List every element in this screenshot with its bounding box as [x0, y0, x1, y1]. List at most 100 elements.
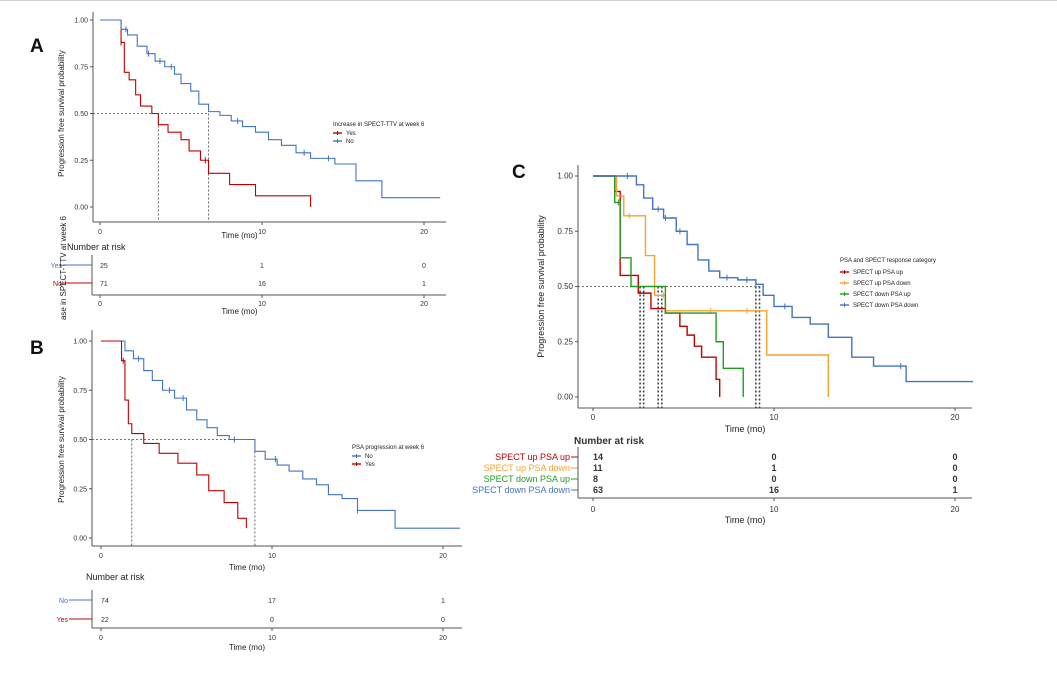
risk-count: 0	[771, 452, 776, 462]
x-tick-label: 10	[770, 413, 779, 422]
y-tick-label: 0.25	[74, 158, 88, 165]
y-axis-title: Progression free survival probability	[57, 376, 66, 503]
legend-label: SPECT up PSA up	[853, 270, 904, 276]
legend-title: PSA progression at week 6	[352, 445, 425, 451]
panel-letter: A	[30, 36, 44, 57]
x-tick-label: 10	[258, 229, 266, 236]
risk-count: 63	[593, 485, 603, 495]
legend-title: PSA and SPECT response category	[840, 258, 936, 264]
risk-row-label: SPECT up PSA up	[495, 452, 570, 462]
risk-count: 74	[101, 598, 109, 605]
risk-count: 0	[771, 474, 776, 484]
y-tick-label: 0.00	[557, 393, 573, 402]
risk-count: 0	[952, 452, 957, 462]
panel-letter: B	[30, 338, 44, 359]
risk-count: 1	[441, 598, 445, 605]
legend-label: Yes	[346, 131, 356, 137]
x-tick-label: 20	[439, 553, 447, 560]
y-tick-label: 1.00	[557, 172, 573, 181]
risk-count: 16	[769, 485, 779, 495]
y-tick-label: 1.00	[73, 339, 87, 346]
x-tick-label: 20	[951, 413, 960, 422]
risk-count: 14	[593, 452, 603, 462]
risk-x-tick-label: 0	[98, 301, 102, 308]
y-tick-label: 1.00	[74, 18, 88, 25]
y-axis-title: Progression free survival probability	[57, 50, 66, 177]
risk-row-label: SPECT down PSA down	[472, 485, 570, 495]
km-curve-yes	[100, 19, 312, 207]
legend-label: No	[346, 139, 354, 145]
risk-count: 0	[270, 617, 274, 624]
risk-count: 1	[260, 263, 264, 270]
km-curve-no	[100, 19, 441, 199]
risk-x-tick-label: 0	[99, 635, 103, 642]
legend-label: SPECT down PSA up	[853, 292, 911, 298]
km-curve-yes	[101, 340, 247, 529]
risk-count: 0	[422, 263, 426, 270]
x-tick-label: 0	[98, 229, 102, 236]
risk-count: 1	[771, 463, 776, 473]
risk-row-label: No	[59, 598, 68, 605]
risk-count: 25	[100, 263, 108, 270]
risk-x-axis-title: Time (mo)	[221, 307, 257, 316]
x-axis-title: Time (mo)	[725, 424, 766, 434]
legend-label: SPECT up PSA down	[853, 281, 911, 287]
km-curve-spect-down-psa-up	[593, 175, 744, 397]
legend-title: Increase in SPECT-TTV at week 6	[333, 122, 425, 128]
y-tick-label: 0.50	[557, 282, 573, 291]
y-axis-title: Progression free survival probability	[536, 215, 546, 358]
x-tick-label: 20	[420, 229, 428, 236]
x-tick-label: 0	[99, 553, 103, 560]
risk-table-title: Number at risk	[86, 572, 145, 582]
risk-count: 22	[101, 617, 109, 624]
y-tick-label: 0.25	[73, 486, 87, 493]
x-tick-label: 10	[268, 553, 276, 560]
risk-count: 0	[952, 474, 957, 484]
risk-row-label: Yes	[51, 263, 63, 270]
risk-row-axis-title: ase in SPECT-TTV at week 6	[59, 215, 68, 320]
risk-count: 16	[258, 281, 266, 288]
risk-count: 1	[952, 485, 957, 495]
risk-row-label: Yes	[57, 617, 69, 624]
km-curve-no	[101, 340, 461, 529]
legend-label: Yes	[365, 462, 375, 468]
y-tick-label: 0.00	[74, 205, 88, 212]
risk-row-label: SPECT down PSA up	[484, 474, 570, 484]
risk-x-tick-label: 0	[591, 505, 596, 514]
y-tick-label: 0.75	[73, 388, 87, 395]
risk-x-tick-label: 10	[258, 301, 266, 308]
risk-x-tick-label: 10	[770, 505, 779, 514]
top-border	[0, 0, 1057, 1]
km-curve-spect-up-psa-down	[593, 175, 829, 397]
x-axis-title: Time (mo)	[221, 231, 257, 240]
risk-count: 1	[422, 281, 426, 288]
risk-table-title: Number at risk	[67, 242, 126, 252]
risk-table-title: Number at risk	[574, 436, 644, 447]
y-tick-label: 0.75	[74, 64, 88, 71]
y-tick-label: 0.25	[557, 337, 573, 346]
panel-letter: C	[512, 162, 526, 183]
legend-label: SPECT down PSA down	[853, 303, 918, 309]
risk-x-axis-title: Time (mo)	[725, 515, 766, 525]
y-tick-label: 0.50	[74, 111, 88, 118]
legend-label: No	[365, 454, 373, 460]
risk-x-tick-label: 20	[420, 301, 428, 308]
risk-count: 17	[268, 598, 276, 605]
risk-count: 71	[100, 281, 108, 288]
risk-row-label: No	[53, 281, 62, 288]
y-tick-label: 0.00	[73, 536, 87, 543]
km-curve-spect-down-psa-down	[593, 175, 974, 383]
risk-x-axis-title: Time (mo)	[229, 643, 265, 652]
y-tick-label: 0.75	[557, 227, 573, 236]
risk-count: 8	[593, 474, 598, 484]
risk-count: 0	[952, 463, 957, 473]
risk-count: 0	[441, 617, 445, 624]
risk-row-label: SPECT up PSA down	[484, 463, 570, 473]
risk-count: 11	[593, 463, 603, 473]
x-axis-title: Time (mo)	[229, 563, 265, 572]
risk-x-tick-label: 20	[951, 505, 960, 514]
